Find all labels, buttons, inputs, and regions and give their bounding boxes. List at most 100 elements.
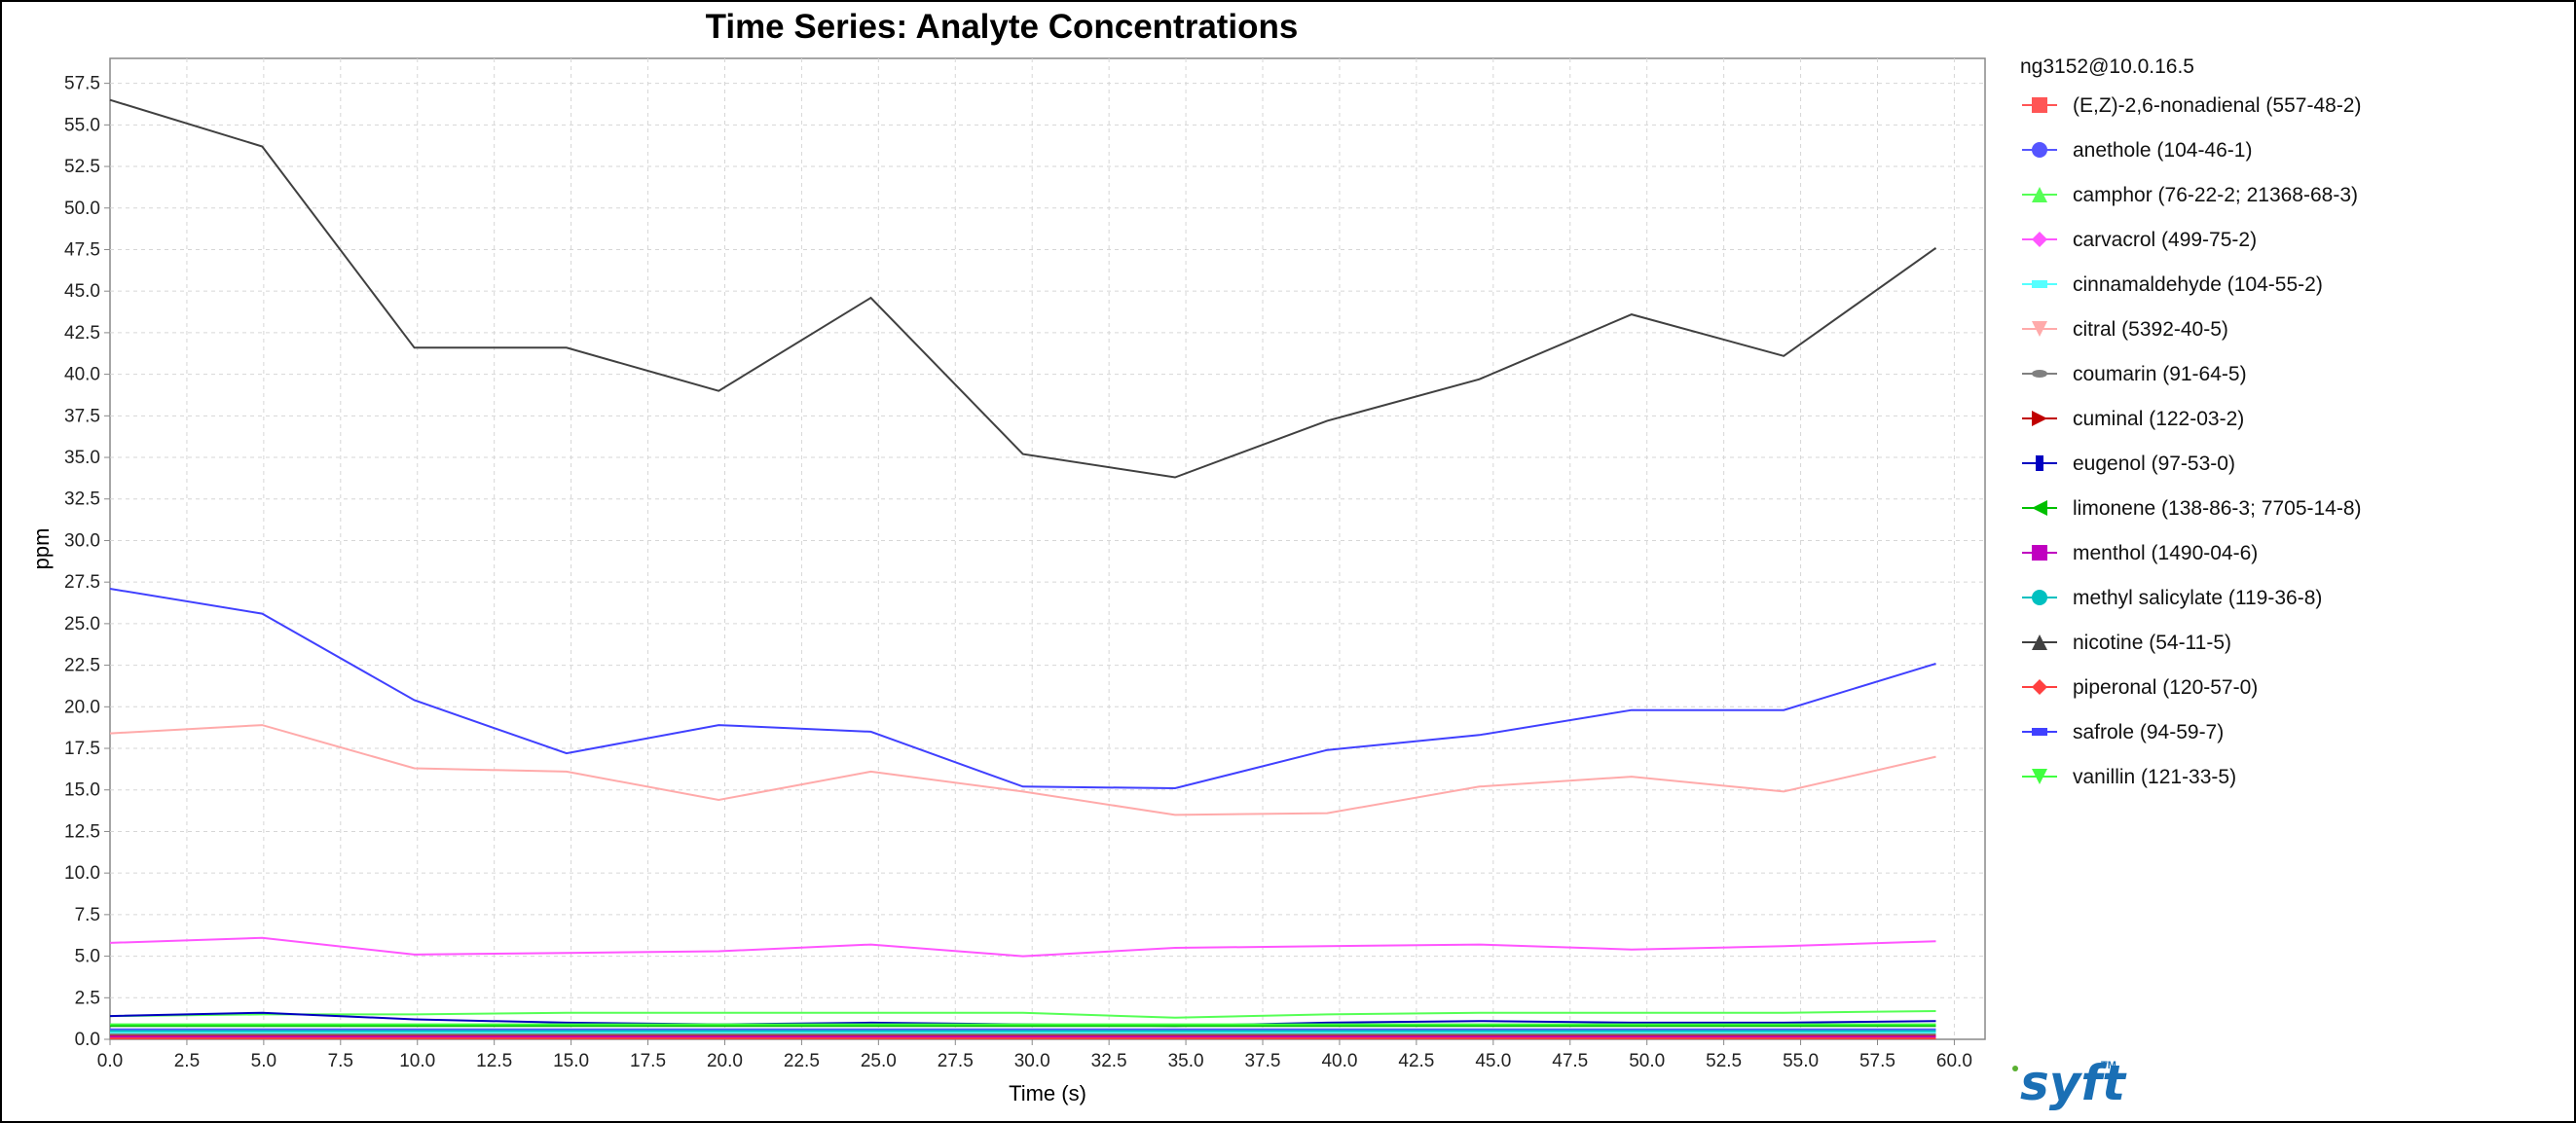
x-tick-label: 35.0 xyxy=(1168,1051,1204,1071)
y-axis-label: ppm xyxy=(29,528,54,570)
x-tick-label: 17.5 xyxy=(630,1051,666,1071)
y-tick-label: 0.0 xyxy=(75,1030,100,1050)
x-tick-label: 42.5 xyxy=(1398,1051,1434,1071)
x-tick-label: 40.0 xyxy=(1321,1051,1357,1071)
legend-marker xyxy=(2032,97,2047,113)
series-line-12 xyxy=(109,98,1937,479)
legend-label: methyl salicylate (119-36-8) xyxy=(2073,587,2322,609)
legend-label: citral (5392-40-5) xyxy=(2073,318,2228,341)
series-lines xyxy=(109,98,1937,1040)
y-tick-label: 32.5 xyxy=(64,489,100,510)
legend-item: cuminal (122-03-2) xyxy=(2022,408,2244,430)
x-tick-label: 7.5 xyxy=(328,1051,353,1071)
legend-label: piperonal (120-57-0) xyxy=(2073,676,2258,699)
x-tick-label: 50.0 xyxy=(1629,1051,1665,1071)
y-tick-label: 5.0 xyxy=(75,947,100,967)
y-tick-label: 7.5 xyxy=(75,905,100,925)
legend-item: eugenol (97-53-0) xyxy=(2022,453,2235,475)
y-tick-label: 27.5 xyxy=(64,572,100,593)
legend-label: (E,Z)-2,6-nonadienal (557-48-2) xyxy=(2073,94,2361,117)
x-axis-label: Time (s) xyxy=(1009,1081,1086,1105)
y-tick-label: 10.0 xyxy=(64,863,100,884)
legend-marker xyxy=(2032,411,2047,426)
legend-item: menthol (1490-04-6) xyxy=(2022,542,2258,564)
legend-label: cuminal (122-03-2) xyxy=(2073,408,2244,430)
x-tick-label: 5.0 xyxy=(251,1051,276,1071)
syft-logo: syft TM xyxy=(2012,1055,2127,1111)
x-tick-label: 22.5 xyxy=(784,1051,820,1071)
x-tick-label: 57.5 xyxy=(1859,1051,1895,1071)
legend-marker xyxy=(2032,545,2047,561)
legend-label: menthol (1490-04-6) xyxy=(2073,542,2258,564)
legend-item: carvacrol (499-75-2) xyxy=(2022,229,2257,251)
legend-title: ng3152@10.0.16.5 xyxy=(2020,55,2194,78)
legend: (E,Z)-2,6-nonadienal (557-48-2) anethole … xyxy=(2022,94,2362,788)
x-tick-label: 55.0 xyxy=(1783,1051,1819,1071)
legend-marker xyxy=(2032,142,2047,158)
y-tick-label: 12.5 xyxy=(64,821,100,842)
legend-marker xyxy=(2032,500,2047,516)
legend-item: methyl salicylate (119-36-8) xyxy=(2022,587,2322,609)
y-tick-label: 57.5 xyxy=(64,74,100,94)
series-line-5 xyxy=(109,724,1936,816)
legend-marker xyxy=(2032,370,2047,378)
y-tick-label: 30.0 xyxy=(64,530,100,551)
x-tick-label: 27.5 xyxy=(938,1051,974,1071)
legend-label: carvacrol (499-75-2) xyxy=(2073,229,2257,251)
legend-item: camphor (76-22-2; 21368-68-3) xyxy=(2022,184,2358,206)
y-tick-label: 45.0 xyxy=(64,281,100,302)
y-tick-label: 40.0 xyxy=(64,365,100,385)
logo-dot xyxy=(2012,1066,2018,1071)
legend-item: (E,Z)-2,6-nonadienal (557-48-2) xyxy=(2022,94,2361,117)
legend-item: nicotine (54-11-5) xyxy=(2022,632,2231,654)
x-tick-label: 30.0 xyxy=(1014,1051,1050,1071)
legend-item: anethole (104-46-1) xyxy=(2022,139,2252,162)
legend-marker xyxy=(2032,769,2047,784)
x-axis-ticks: 0.0 2.5 5.0 7.5 10.0 12.5 15.0 17.5 20.0 22.5 25.0… xyxy=(97,1039,1972,1071)
x-tick-label: 47.5 xyxy=(1552,1051,1588,1071)
legend-marker xyxy=(2036,455,2043,471)
grid-lines xyxy=(110,58,1985,1039)
x-tick-label: 60.0 xyxy=(1936,1051,1972,1071)
y-tick-label: 15.0 xyxy=(64,780,100,801)
series-line-2 xyxy=(109,1010,1936,1019)
legend-item: citral (5392-40-5) xyxy=(2022,318,2228,341)
legend-marker xyxy=(2032,280,2047,288)
legend-item: piperonal (120-57-0) xyxy=(2022,676,2258,699)
x-tick-label: 37.5 xyxy=(1245,1051,1281,1071)
y-tick-label: 17.5 xyxy=(64,739,100,759)
legend-marker xyxy=(2032,728,2047,736)
legend-label: anethole (104-46-1) xyxy=(2073,139,2252,162)
series-line-14 xyxy=(109,588,1936,790)
legend-marker xyxy=(2032,187,2047,202)
legend-marker xyxy=(2032,321,2047,337)
y-tick-label: 52.5 xyxy=(64,157,100,177)
legend-label: nicotine (54-11-5) xyxy=(2073,632,2231,654)
legend-item: coumarin (91-64-5) xyxy=(2022,363,2247,385)
legend-item: limonene (138-86-3; 7705-14-8) xyxy=(2022,497,2362,520)
legend-item: safrole (94-59-7) xyxy=(2022,721,2224,743)
plot-area xyxy=(109,57,1986,1040)
legend-label: vanillin (121-33-5) xyxy=(2073,766,2236,788)
chart-title: Time Series: Analyte Concentrations xyxy=(706,8,1299,46)
y-tick-label: 47.5 xyxy=(64,239,100,260)
x-tick-label: 20.0 xyxy=(707,1051,743,1071)
x-tick-label: 32.5 xyxy=(1091,1051,1127,1071)
y-tick-label: 50.0 xyxy=(64,199,100,219)
legend-marker xyxy=(2032,634,2047,650)
y-tick-label: 2.5 xyxy=(75,988,100,1008)
logo-text: syft xyxy=(2020,1055,2127,1111)
legend-item: cinnamaldehyde (104-55-2) xyxy=(2022,273,2323,296)
y-tick-label: 42.5 xyxy=(64,323,100,344)
x-tick-label: 10.0 xyxy=(399,1051,435,1071)
y-tick-label: 22.5 xyxy=(64,656,100,676)
legend-label: limonene (138-86-3; 7705-14-8) xyxy=(2073,497,2362,520)
y-axis-ticks: 0.0 2.5 5.0 7.5 10.0 12.5 15.0 17.5 20.0 22.5 25.0… xyxy=(64,74,110,1050)
legend-label: camphor (76-22-2; 21368-68-3) xyxy=(2073,184,2358,206)
x-tick-label: 15.0 xyxy=(553,1051,589,1071)
legend-marker xyxy=(2032,590,2047,605)
y-tick-label: 55.0 xyxy=(64,115,100,135)
y-tick-label: 20.0 xyxy=(64,697,100,717)
legend-marker xyxy=(2032,232,2047,247)
